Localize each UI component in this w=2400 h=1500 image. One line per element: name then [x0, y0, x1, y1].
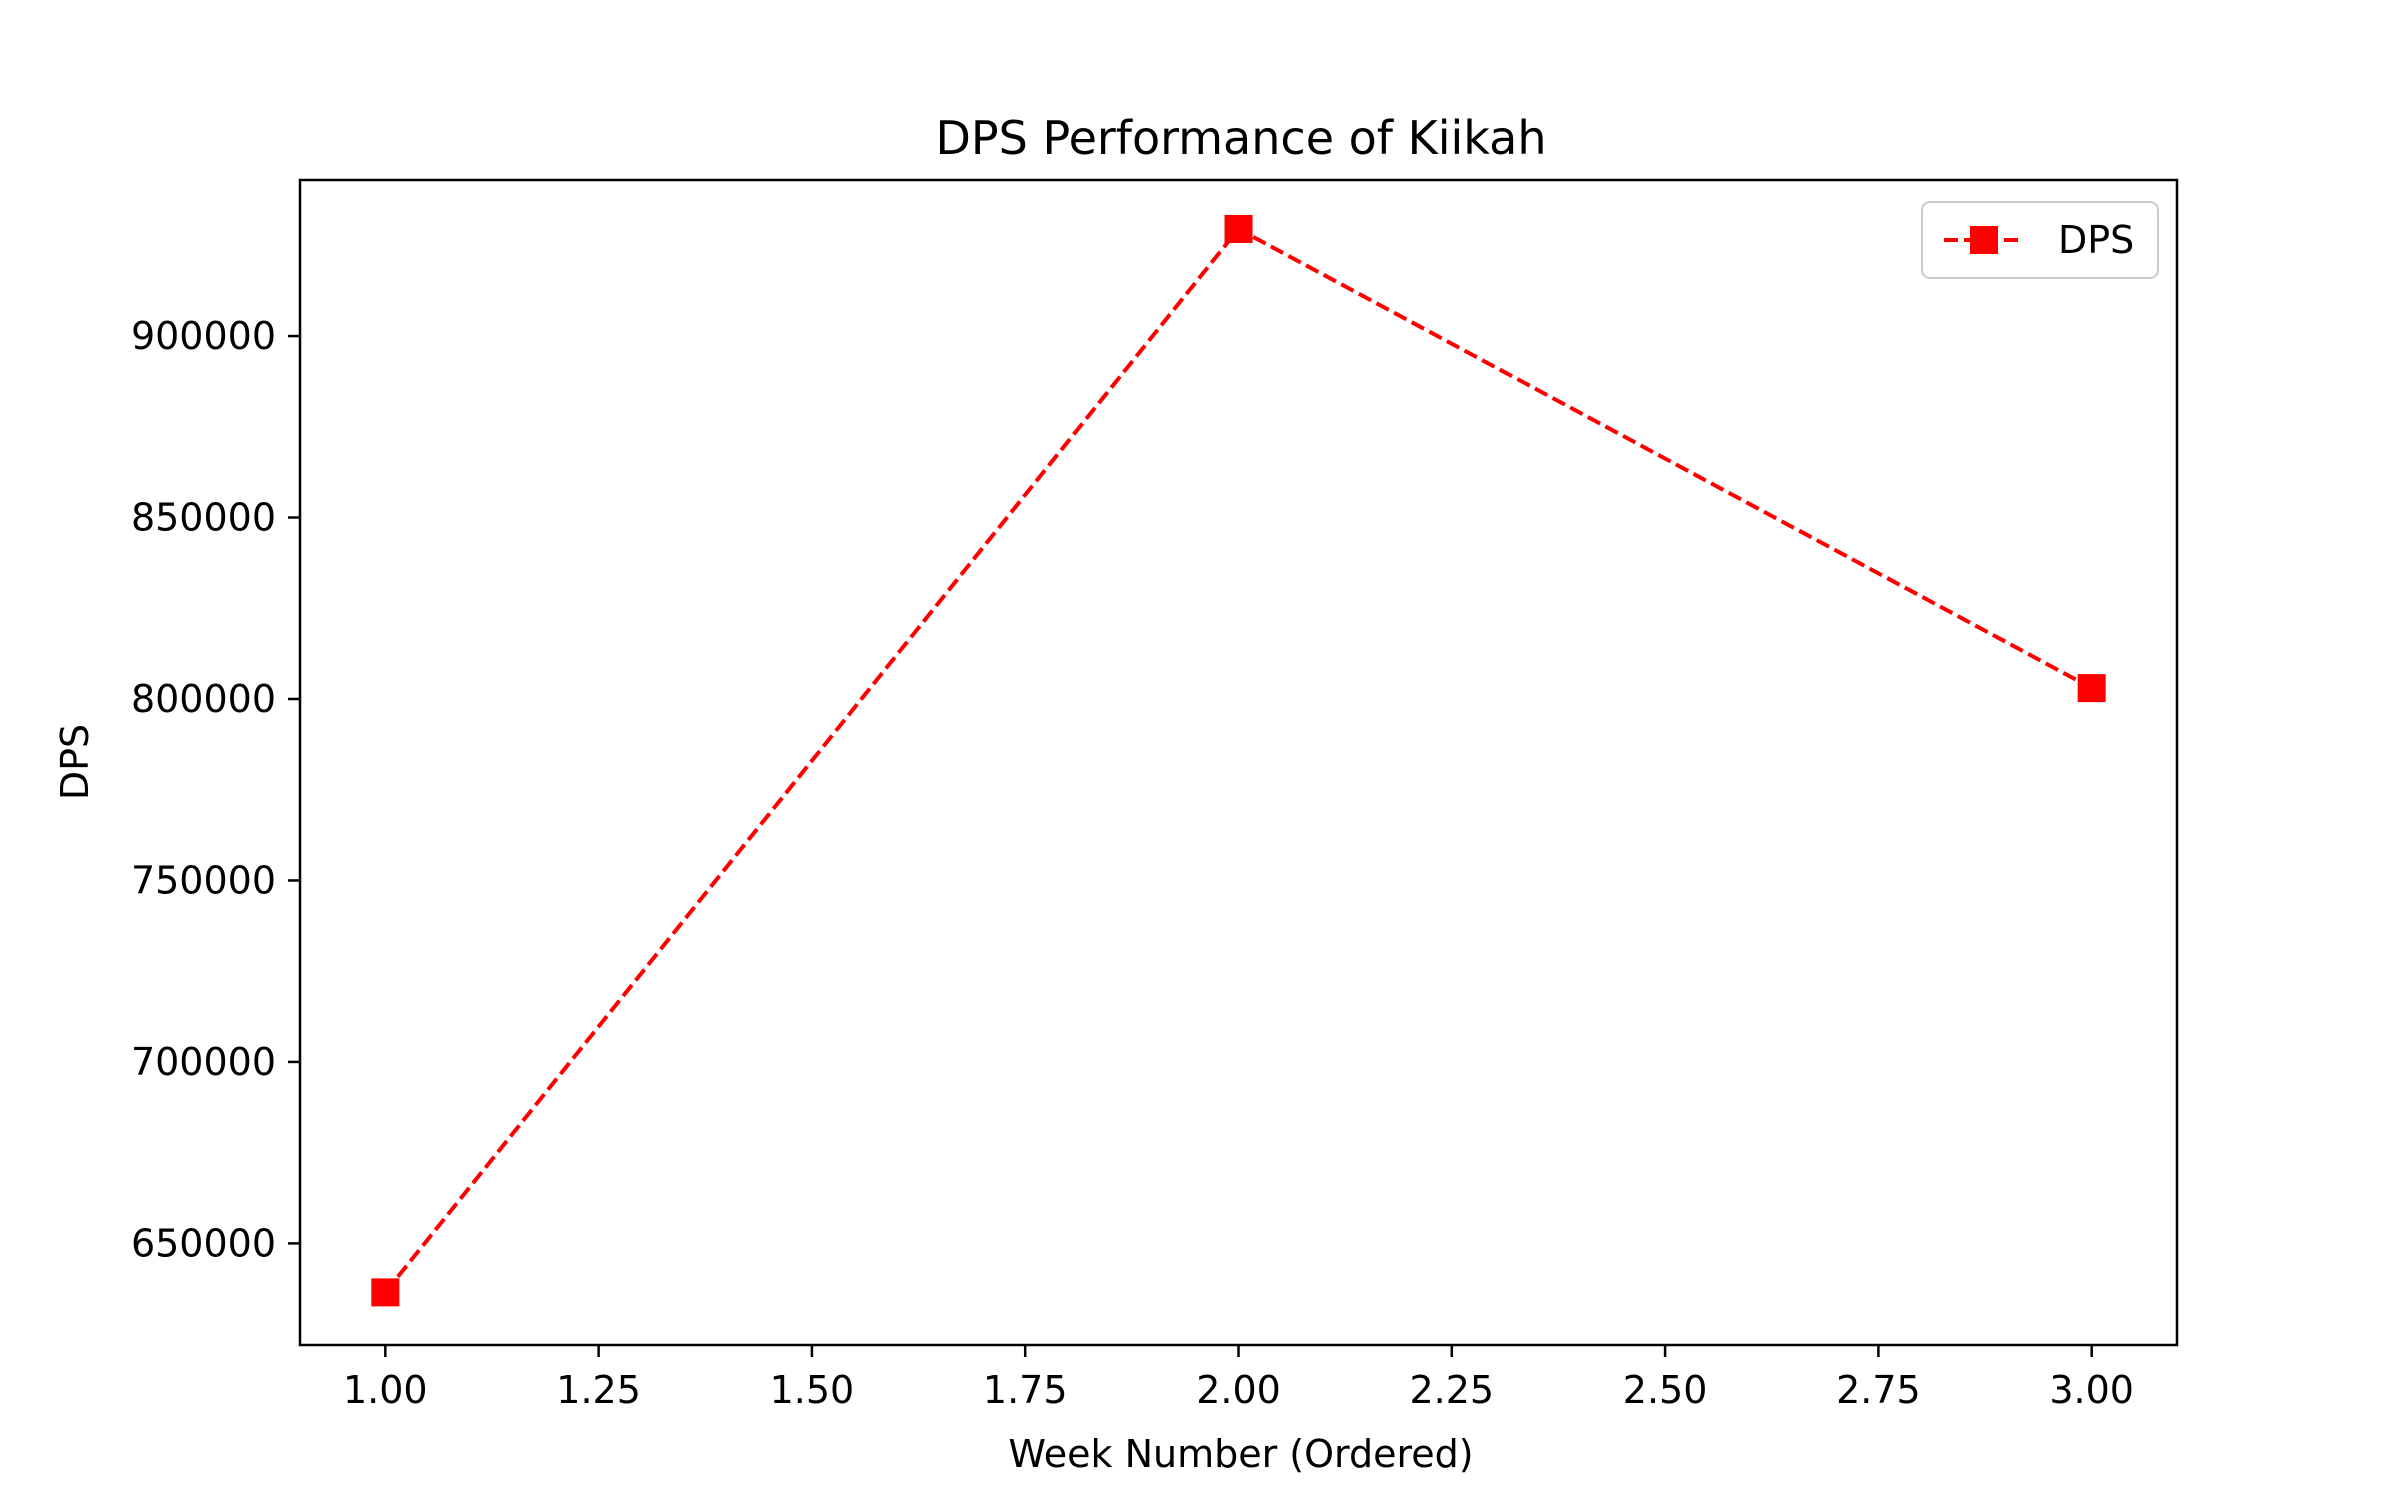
x-axis: 1.00 1.25 1.50 1.75 2.00 2.25 2.50 2.75 3.00: [343, 1345, 2134, 1412]
y-axis-title: DPS: [53, 724, 97, 800]
x-tick-label: 2.00: [1196, 1368, 1281, 1412]
data-point-marker: [371, 1278, 400, 1307]
chart-title: DPS Performance of Kiikah: [936, 111, 1547, 165]
legend: DPS: [1921, 201, 2159, 279]
y-tick-label: 850000: [131, 496, 276, 540]
legend-marker-square: [1970, 226, 1998, 254]
x-axis-title: Week Number (Ordered): [1008, 1432, 1473, 1476]
x-tick-label: 3.00: [2049, 1368, 2134, 1412]
y-axis: 650000 700000 750000 800000 850000 900000: [131, 314, 300, 1265]
y-tick-label: 700000: [131, 1040, 276, 1084]
x-tick-label: 1.50: [770, 1368, 855, 1412]
x-tick-label: 1.75: [983, 1368, 1068, 1412]
legend-box: [1921, 201, 2159, 279]
x-tick-label: 2.25: [1409, 1368, 1494, 1412]
x-tick-label: 1.25: [556, 1368, 641, 1412]
legend-label: DPS: [2058, 218, 2134, 262]
y-tick-label: 800000: [131, 677, 276, 721]
data-point-marker: [1224, 214, 1253, 243]
data-point-marker: [2077, 674, 2106, 703]
y-tick-label: 750000: [131, 858, 276, 902]
x-tick-label: 2.50: [1623, 1368, 1708, 1412]
x-tick-label: 2.75: [1836, 1368, 1921, 1412]
series-layer: [371, 214, 2106, 1307]
y-tick-label: 650000: [131, 1221, 276, 1265]
x-tick-label: 1.00: [343, 1368, 428, 1412]
y-tick-label: 900000: [131, 314, 276, 358]
